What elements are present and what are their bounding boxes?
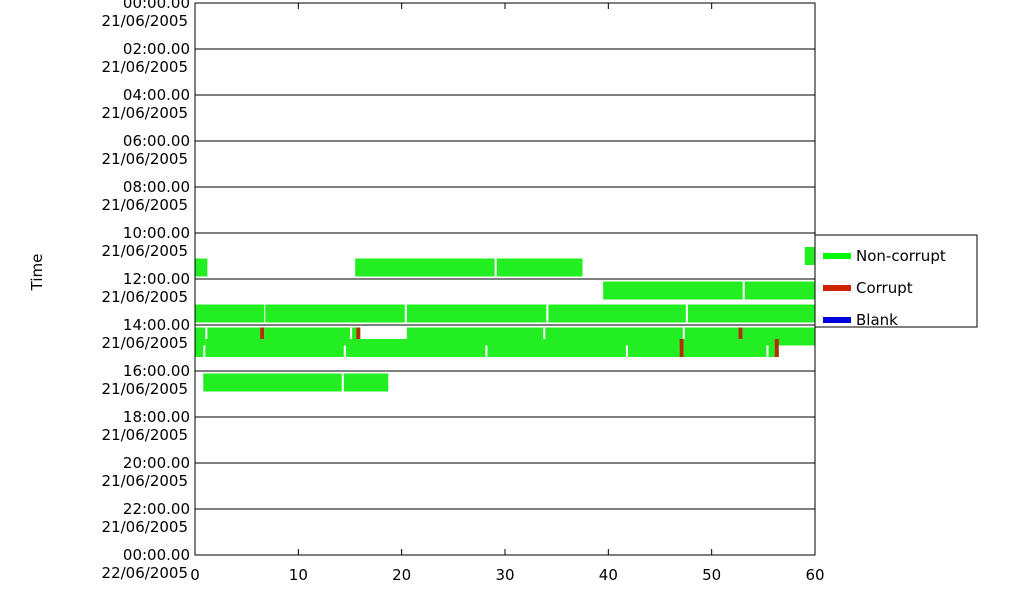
y-tick-time: 12:00.00: [123, 270, 190, 288]
x-tick: 60: [805, 3, 825, 584]
legend-entry: Blank: [823, 311, 898, 329]
non-corrupt-segment: [683, 339, 767, 357]
x-tick-label: 10: [289, 566, 308, 584]
y-tick-time: 04:00.00: [123, 86, 190, 104]
grid-layer: [195, 48, 815, 510]
y-tick-time: 14:00.00: [123, 316, 190, 334]
legend-swatch: [823, 317, 851, 323]
y-axis-title: Time: [28, 254, 46, 292]
y-tick-date: 21/06/2005: [102, 380, 188, 398]
legend: Non-corrupt Corrupt Blank: [814, 234, 978, 329]
y-tick-time: 22:00.00: [123, 500, 190, 518]
non-corrupt-segment: [355, 258, 495, 277]
y-tick-date: 22/06/2005: [102, 564, 188, 582]
y-tick-labels: 00:00.0021/06/200502:00.0021/06/200504:0…: [102, 0, 199, 582]
non-corrupt-segment: [804, 247, 815, 265]
non-corrupt-segment: [687, 304, 815, 323]
y-tick-date: 21/06/2005: [102, 288, 188, 306]
y-tick-time: 00:00.00: [123, 0, 190, 12]
y-tick-time: 02:00.00: [123, 40, 190, 58]
non-corrupt-segment: [195, 327, 206, 346]
x-tick-label: 50: [702, 566, 721, 584]
non-corrupt-segment: [205, 339, 344, 357]
legend-entry: Non-corrupt: [823, 247, 946, 265]
corrupt-segment: [738, 327, 743, 346]
legend-label: Blank: [856, 311, 898, 329]
non-corrupt-segment: [496, 258, 583, 277]
legend-label: Corrupt: [856, 279, 913, 297]
bars-layer: [195, 247, 815, 392]
legend-entries: Non-corrupt Corrupt Blank: [823, 247, 946, 329]
corrupt-segment: [356, 327, 361, 346]
non-corrupt-segment: [345, 339, 486, 357]
y-tick-date: 21/06/2005: [102, 426, 188, 444]
y-tick-time: 16:00.00: [123, 362, 190, 380]
non-corrupt-segment: [195, 258, 208, 277]
y-tick-date: 21/06/2005: [102, 472, 188, 490]
y-tick-time: 18:00.00: [123, 408, 190, 426]
x-tick: 0: [190, 3, 200, 584]
corrupt-segment: [260, 327, 265, 346]
legend-swatch: [823, 253, 851, 259]
y-tick-date: 21/06/2005: [102, 58, 188, 76]
non-corrupt-segment: [548, 304, 686, 323]
non-corrupt-segment: [627, 339, 680, 357]
legend-entry: Corrupt: [823, 279, 913, 297]
non-corrupt-segment: [768, 339, 775, 357]
x-tick-labels: 0 10 20 30 40 50 60: [190, 3, 825, 584]
non-corrupt-segment: [203, 373, 342, 392]
non-corrupt-segment: [744, 281, 815, 300]
x-tick-label: 40: [599, 566, 618, 584]
x-tick: 10: [289, 3, 308, 584]
y-tick-date: 21/06/2005: [102, 12, 188, 30]
corrupt-segment: [679, 339, 684, 357]
legend-label: Non-corrupt: [856, 247, 946, 265]
legend-swatch: [823, 285, 851, 291]
y-tick-time: 20:00.00: [123, 454, 190, 472]
y-tick-date: 21/06/2005: [102, 196, 188, 214]
y-tick-time: 08:00.00: [123, 178, 190, 196]
x-tick-label: 30: [495, 566, 514, 584]
non-corrupt-segment: [487, 339, 626, 357]
legend-box: [814, 234, 978, 328]
corrupt-segment: [774, 339, 779, 357]
y-tick-time: 06:00.00: [123, 132, 190, 150]
x-tick-label: 20: [392, 566, 411, 584]
y-tick-time: 00:00.00: [123, 546, 190, 564]
non-corrupt-segment: [352, 327, 357, 346]
x-tick-label: 0: [190, 566, 200, 584]
y-tick-date: 21/06/2005: [102, 242, 188, 260]
y-tick-date: 21/06/2005: [102, 334, 188, 352]
y-tick-date: 21/06/2005: [102, 518, 188, 536]
non-corrupt-segment: [265, 304, 405, 323]
non-corrupt-segment: [603, 281, 743, 300]
x-tick: 20: [392, 3, 411, 584]
non-corrupt-segment: [343, 373, 389, 392]
x-tick-label: 60: [805, 566, 824, 584]
x-tick: 50: [702, 3, 721, 584]
non-corrupt-segment: [195, 339, 204, 357]
x-tick: 30: [495, 3, 515, 584]
non-corrupt-segment: [406, 304, 547, 323]
x-tick: 40: [599, 3, 618, 584]
y-tick-date: 21/06/2005: [102, 104, 188, 122]
y-tick-time: 10:00.00: [123, 224, 190, 242]
y-tick-date: 21/06/2005: [102, 150, 188, 168]
non-corrupt-segment: [195, 304, 265, 323]
